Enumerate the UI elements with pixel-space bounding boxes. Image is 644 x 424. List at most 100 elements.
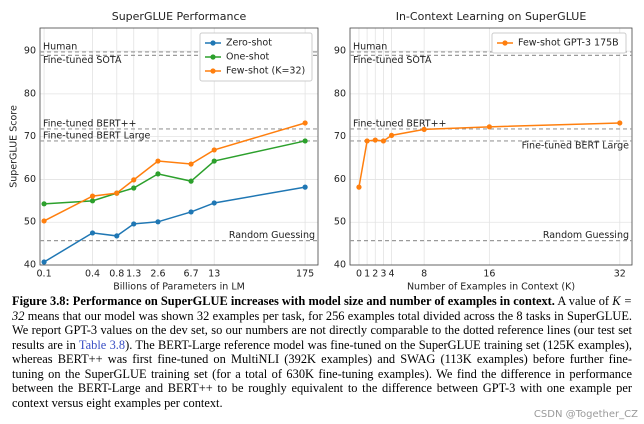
y-tick-label: 90 — [24, 46, 36, 57]
legend-marker — [502, 40, 508, 46]
data-point — [131, 177, 137, 183]
reference-label: Random Guessing — [229, 230, 315, 241]
y-tick-label: 40 — [24, 260, 36, 271]
y-tick-label: 50 — [24, 217, 36, 228]
axes-frame — [349, 27, 633, 266]
data-point — [114, 190, 120, 196]
y-tick-label: 90 — [334, 46, 346, 57]
y-tick-label: 60 — [24, 174, 36, 185]
data-point — [211, 200, 217, 206]
data-point — [211, 147, 217, 153]
x-tick-label: 0 — [356, 269, 362, 280]
data-point — [302, 120, 308, 126]
caption-link[interactable]: Table 3.8 — [78, 337, 126, 352]
legend-label: Few-shot (K=32) — [226, 66, 305, 77]
watermark: CSDN @Together_CZ — [533, 409, 638, 420]
data-point — [131, 185, 137, 191]
data-point — [188, 209, 194, 215]
chart-title: In-Context Learning on SuperGLUE — [396, 10, 587, 23]
reference-label: Fine-tuned SOTA — [43, 55, 122, 66]
x-tick-label: 1.3 — [126, 269, 141, 280]
data-point — [89, 230, 96, 236]
x-tick-label: 8 — [421, 269, 427, 280]
reference-label: Random Guessing — [543, 230, 629, 241]
axes-frame — [39, 27, 319, 266]
caption-math: K = 32 — [12, 294, 632, 323]
x-tick-label: 32 — [614, 269, 626, 280]
x-tick-label: 1 — [364, 269, 370, 280]
data-point — [302, 184, 308, 190]
caption-text: ). The BERT-Large reference model was fi… — [12, 337, 632, 410]
data-point — [188, 178, 194, 184]
data-point — [388, 132, 395, 138]
x-axis-label: Billions of Parameters in LM — [113, 282, 245, 293]
data-point — [364, 138, 370, 144]
data-point — [372, 137, 378, 143]
legend: Zero-shot One-shot Few-shot (K=32) — [199, 32, 313, 82]
x-tick-label: 3 — [380, 269, 386, 280]
x-tick-label: 16 — [483, 269, 495, 280]
x-tick-label: 13 — [208, 269, 220, 280]
data-point — [421, 126, 427, 132]
data-point — [89, 198, 96, 204]
x-tick-label: 2 — [372, 269, 378, 280]
series-line — [44, 140, 306, 205]
data-point — [380, 138, 387, 144]
caption: Figure 3.8: Performance on SuperGLUE inc… — [12, 294, 632, 410]
chart-title: SuperGLUE Performance — [112, 10, 247, 23]
x-tick-label: 6.7 — [184, 269, 199, 280]
legend-label: One-shot — [226, 52, 270, 63]
x-tick-label: 0.1 — [37, 269, 52, 280]
data-point — [302, 138, 308, 144]
x-axis-label: Number of Examples in Context (K) — [407, 282, 575, 293]
y-tick-label: 50 — [334, 217, 346, 228]
data-point — [486, 124, 492, 130]
data-point — [211, 158, 217, 164]
y-tick-label: 70 — [334, 131, 346, 142]
reference-label: Fine-tuned BERT++ — [353, 118, 447, 129]
reference-label: Fine-tuned SOTA — [353, 55, 432, 66]
caption-text: A value of — [557, 294, 610, 308]
legend-box — [491, 32, 627, 54]
x-tick-label: 2.6 — [150, 269, 165, 280]
series-line — [43, 122, 306, 222]
data-point — [41, 218, 47, 224]
y-tick-label: 60 — [334, 174, 346, 185]
legend-marker — [210, 68, 216, 74]
legend-box — [199, 32, 313, 82]
x-tick-label: 0.4 — [85, 269, 100, 280]
data-point — [356, 184, 362, 190]
data-point — [89, 193, 96, 199]
reference-label: Fine-tuned BERT Large — [522, 140, 630, 151]
data-point — [131, 221, 137, 227]
data-point — [155, 171, 161, 177]
x-tick-label: 4 — [389, 269, 395, 280]
legend-label: Zero-shot — [226, 38, 272, 49]
y-tick-label: 80 — [334, 88, 346, 99]
caption-text: means that our model was shown 32 exampl… — [12, 308, 632, 352]
data-point — [155, 219, 161, 225]
x-tick-label: 175 — [296, 269, 314, 280]
y-tick-label: 70 — [24, 131, 36, 142]
y-tick-label: 80 — [24, 88, 36, 99]
legend-label: Few-shot GPT-3 175B — [518, 38, 619, 49]
plot-area — [350, 28, 632, 265]
reference-label: Fine-tuned BERT++ — [43, 118, 137, 129]
data-point — [41, 201, 47, 207]
data-point — [155, 158, 161, 164]
y-axis-label: SuperGLUE Score — [9, 105, 20, 188]
reference-label: Human — [353, 41, 387, 52]
data-point — [41, 259, 47, 265]
caption-headline: Performance on SuperGLUE increases with … — [72, 294, 555, 308]
y-tick-label: 40 — [334, 260, 346, 271]
caption-label: Figure 3.8: — [12, 294, 70, 308]
legend-marker — [210, 40, 216, 46]
data-point — [617, 120, 623, 126]
legend: Few-shot GPT-3 175B — [491, 32, 627, 54]
legend-marker — [210, 54, 216, 60]
series-line — [43, 186, 306, 263]
x-tick-label: 0.8 — [109, 269, 124, 280]
data-point — [188, 161, 194, 167]
